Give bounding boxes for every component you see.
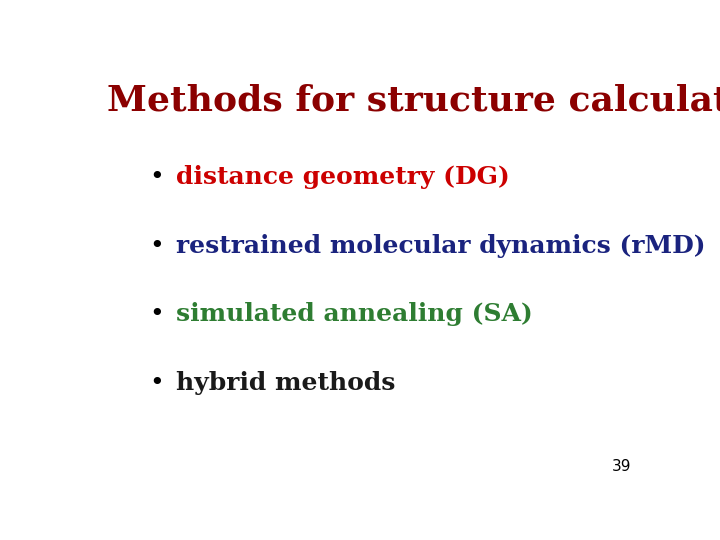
Text: •: • <box>150 371 164 395</box>
Text: •: • <box>150 165 164 189</box>
Text: simulated annealing (SA): simulated annealing (SA) <box>176 302 534 326</box>
Text: hybrid methods: hybrid methods <box>176 371 396 395</box>
Text: 39: 39 <box>612 460 631 474</box>
Text: restrained molecular dynamics (rMD): restrained molecular dynamics (rMD) <box>176 234 706 258</box>
Text: Methods for structure calculation: Methods for structure calculation <box>107 84 720 118</box>
Text: •: • <box>150 234 164 258</box>
Text: •: • <box>150 302 164 326</box>
Text: distance geometry (DG): distance geometry (DG) <box>176 165 510 189</box>
